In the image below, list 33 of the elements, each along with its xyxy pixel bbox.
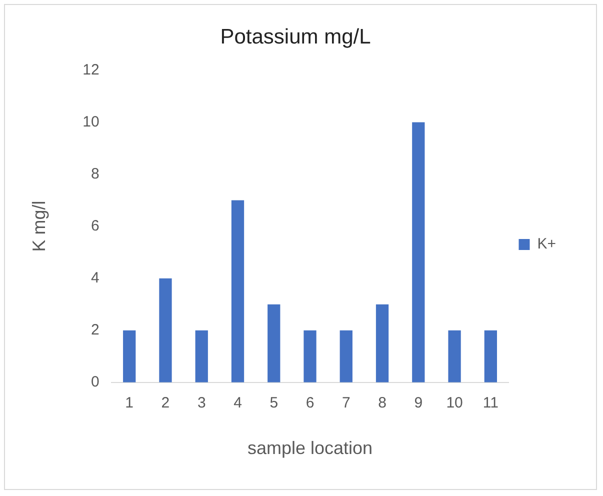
- x-tick-label: 10: [446, 394, 463, 412]
- x-tick-label: 7: [342, 394, 350, 412]
- y-tick-label: 6: [90, 217, 100, 234]
- x-tick-label: 3: [197, 394, 206, 412]
- y-axis-title: K mg/l: [28, 200, 49, 252]
- x-tick-label: 2: [161, 394, 170, 412]
- y-tick-label: 8: [90, 165, 100, 182]
- bar: [159, 278, 172, 382]
- y-tick-label: 12: [82, 61, 100, 78]
- x-axis-title: sample location: [247, 438, 373, 458]
- x-tick-label: 11: [482, 394, 498, 412]
- x-tick-label: 5: [270, 394, 278, 412]
- bar: [376, 304, 389, 382]
- y-tick-label: 4: [90, 269, 100, 286]
- bar: [340, 330, 352, 382]
- chart-title: Potassium mg/L: [220, 25, 371, 48]
- x-tick-label: 1: [125, 394, 134, 412]
- x-tick-label: 9: [414, 394, 423, 412]
- bar: [231, 200, 244, 382]
- y-tick-label: 0: [90, 374, 100, 391]
- x-tick-label: 8: [378, 394, 386, 412]
- bar: [195, 330, 208, 382]
- y-tick-label: 2: [90, 322, 100, 339]
- legend-label: K+: [537, 236, 556, 253]
- bar: [448, 330, 461, 382]
- bar: [484, 330, 497, 382]
- bar: [123, 330, 136, 382]
- bar: [268, 304, 280, 382]
- x-tick-label: 4: [234, 394, 242, 412]
- x-tick-label: 6: [306, 394, 314, 412]
- bar: [412, 122, 425, 382]
- bar: [304, 330, 316, 382]
- y-tick-label: 10: [82, 113, 100, 130]
